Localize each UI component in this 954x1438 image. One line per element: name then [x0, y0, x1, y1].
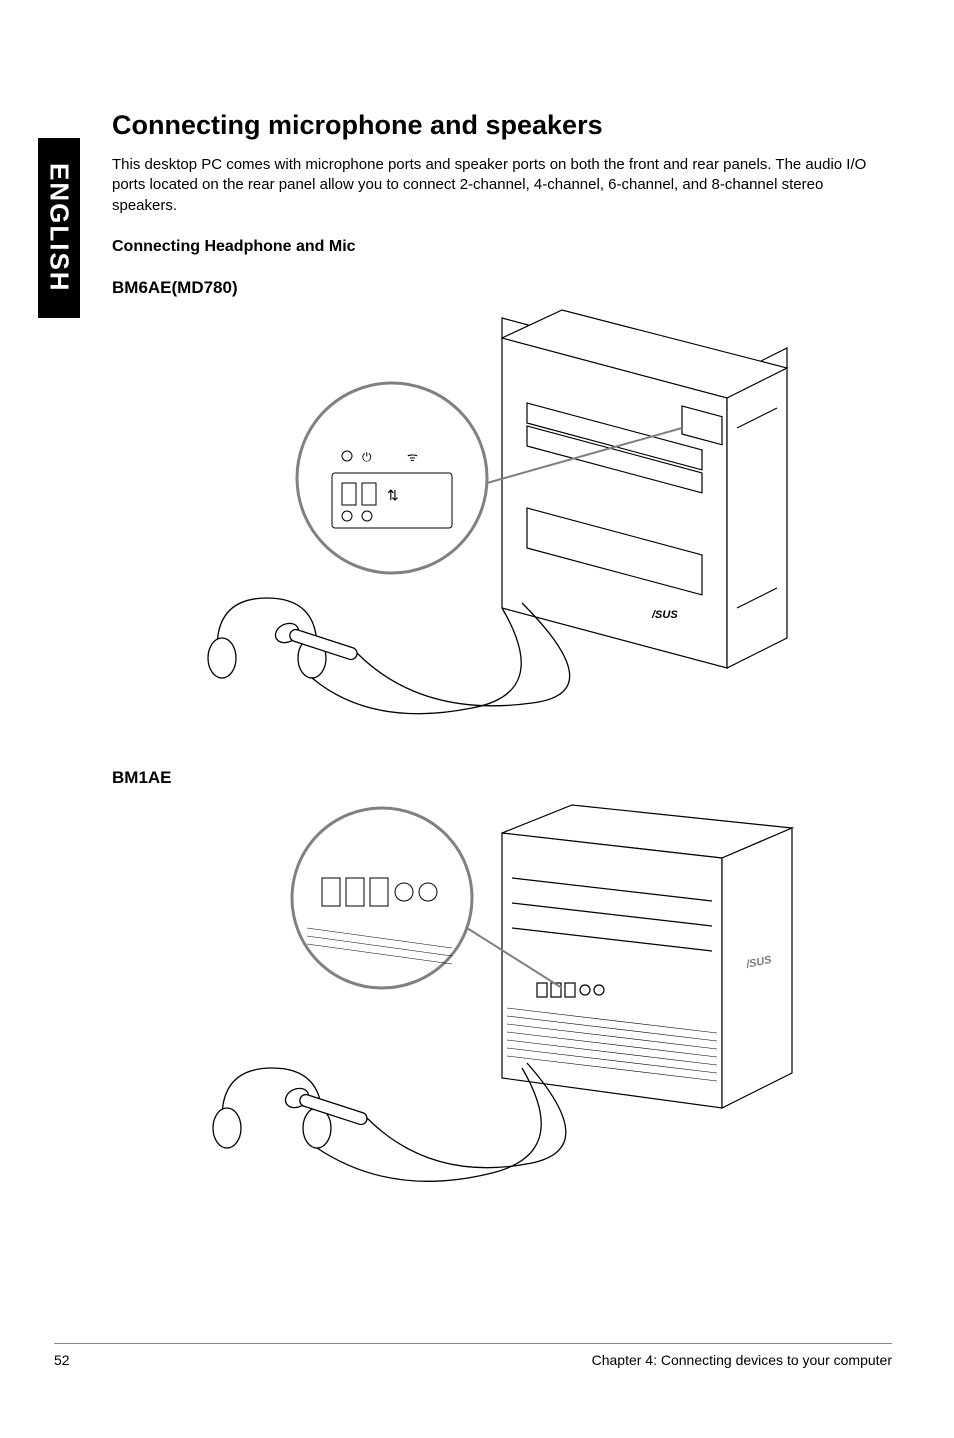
page-number: 52 — [54, 1352, 70, 1368]
page-content: Connecting microphone and speakers This … — [112, 110, 892, 1228]
diagram-bm6ae: /SUS ⇅ ⏻ ᯤ — [112, 308, 892, 738]
page-footer: 52 Chapter 4: Connecting devices to your… — [54, 1343, 892, 1368]
intro-paragraph: This desktop PC comes with microphone po… — [112, 155, 892, 216]
svg-text:⇅: ⇅ — [387, 487, 399, 503]
main-heading: Connecting microphone and speakers — [112, 110, 892, 141]
svg-text:⏻: ⏻ — [362, 450, 372, 464]
sub-heading: Connecting Headphone and Mic — [112, 238, 892, 256]
diagram-bm1ae: /SUS — [112, 798, 892, 1198]
model1-heading: BM6AE(MD780) — [112, 278, 892, 298]
language-tab: ENGLISH — [38, 138, 80, 318]
svg-text:ᯤ: ᯤ — [407, 450, 418, 464]
language-label: ENGLISH — [44, 163, 75, 293]
model2-heading: BM1AE — [112, 768, 892, 788]
svg-text:/SUS: /SUS — [651, 609, 678, 621]
chapter-label: Chapter 4: Connecting devices to your co… — [592, 1352, 892, 1368]
